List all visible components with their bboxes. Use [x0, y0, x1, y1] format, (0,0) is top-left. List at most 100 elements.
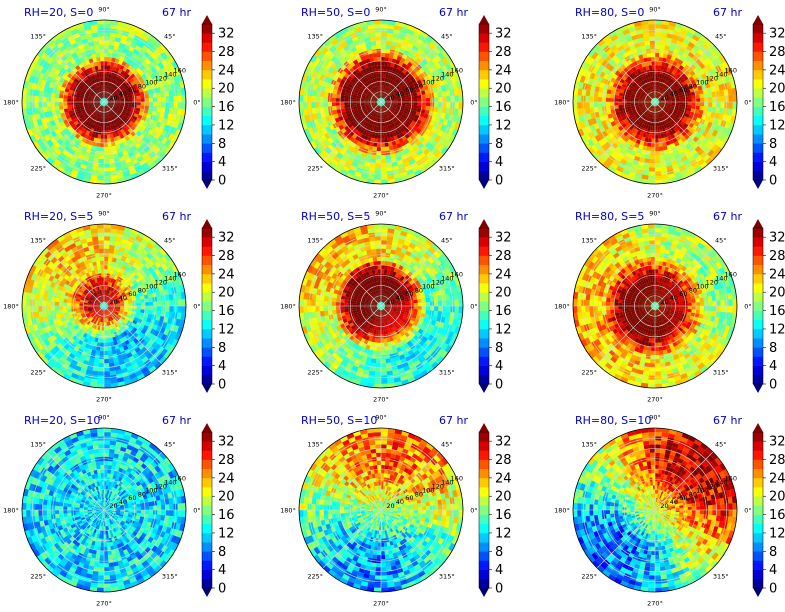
- field-cell: [139, 91, 145, 96]
- field-cell: [707, 149, 715, 158]
- field-cell: [87, 100, 92, 102]
- field-cell: [56, 113, 62, 119]
- field-cell: [372, 100, 377, 102]
- field-cell: [374, 96, 378, 100]
- field-cell: [407, 172, 416, 180]
- field-cell: [91, 66, 96, 72]
- field-cell: [678, 106, 684, 110]
- field-cell: [70, 83, 76, 89]
- field-cell: [366, 118, 371, 124]
- field-cell: [76, 92, 81, 96]
- field-cell: [146, 85, 152, 91]
- field-cell: [678, 92, 683, 96]
- field-cell: [58, 98, 64, 102]
- field-cell: [649, 81, 653, 87]
- field-cell: [641, 174, 649, 180]
- field-cell: [714, 112, 720, 119]
- field-cell: [391, 108, 396, 112]
- field-cell: [83, 25, 92, 31]
- field-cell: [362, 33, 370, 39]
- field-cell: [89, 284, 94, 290]
- field-cell: [666, 144, 672, 150]
- field-cell: [75, 49, 82, 56]
- field-cell: [388, 145, 394, 151]
- field-cell: [375, 117, 379, 123]
- field-cell: [383, 105, 386, 110]
- field-cell: [719, 107, 725, 115]
- field-cell: [122, 109, 128, 113]
- field-cell: [659, 125, 663, 131]
- field-cell: [666, 105, 671, 108]
- field-cell: [349, 61, 356, 68]
- field-cell: [374, 32, 381, 37]
- field-cell: [671, 163, 679, 170]
- field-cell: [91, 166, 99, 172]
- field-cell: [54, 93, 60, 99]
- field-cell: [341, 87, 347, 93]
- field-cell: [105, 94, 108, 99]
- field-cell: [647, 138, 652, 143]
- field-cell: [444, 140, 453, 150]
- field-cell: [677, 161, 685, 168]
- field-cell: [321, 127, 328, 135]
- field-cell: [679, 104, 684, 107]
- field-cell: [154, 82, 160, 89]
- field-cell: [82, 42, 90, 49]
- field-cell: [646, 102, 652, 105]
- field-cell: [694, 77, 700, 83]
- radial-tick-label: 160: [451, 67, 463, 75]
- field-cell: [99, 317, 102, 323]
- field-cell: [108, 286, 112, 291]
- field-cell: [655, 81, 657, 86]
- field-cell: [598, 132, 605, 140]
- field-cell: [704, 71, 711, 78]
- field-cell: [651, 81, 654, 86]
- field-cell: [108, 321, 112, 326]
- field-cell: [666, 117, 671, 123]
- field-cell: [658, 103, 663, 107]
- field-cell: [88, 106, 93, 109]
- field-cell: [685, 152, 693, 159]
- field-cell: [649, 95, 653, 99]
- field-cell: [121, 293, 127, 298]
- field-cell: [424, 55, 432, 63]
- field-cell: [718, 63, 726, 71]
- field-cell: [616, 31, 624, 39]
- field-cell: [595, 127, 602, 135]
- field-cell: [657, 81, 661, 87]
- field-cell: [607, 85, 613, 91]
- field-cell: [691, 102, 696, 106]
- field-cell: [102, 306, 104, 310]
- field-cell: [447, 127, 455, 135]
- field-cell: [612, 149, 620, 156]
- colorbar-tick-label: 12: [495, 118, 512, 133]
- field-cell: [630, 48, 637, 54]
- field-cell: [732, 94, 737, 102]
- field-cell: [61, 124, 68, 131]
- field-cell: [102, 322, 104, 327]
- field-cell: [374, 121, 378, 127]
- field-cell: [618, 142, 625, 150]
- field-cell: [434, 62, 442, 70]
- field-cell: [715, 90, 721, 97]
- field-cell: [612, 116, 618, 122]
- field-cell: [126, 138, 133, 145]
- field-cell: [341, 51, 349, 59]
- field-cell: [670, 94, 675, 98]
- field-cell: [638, 99, 643, 101]
- field-cell: [22, 102, 27, 110]
- field-cell: [708, 116, 715, 124]
- field-cell: [91, 294, 96, 299]
- field-cell: [649, 36, 655, 41]
- field-cell: [376, 77, 380, 82]
- field-cell: [694, 51, 702, 59]
- field-cell: [701, 52, 709, 60]
- field-cell: [376, 146, 381, 152]
- field-cell: [108, 44, 114, 50]
- field-cell: [648, 86, 651, 91]
- field-cell: [311, 95, 316, 102]
- field-cell: [387, 137, 392, 143]
- field-cell: [83, 103, 88, 106]
- field-cell: [667, 173, 676, 179]
- field-cell: [608, 145, 616, 153]
